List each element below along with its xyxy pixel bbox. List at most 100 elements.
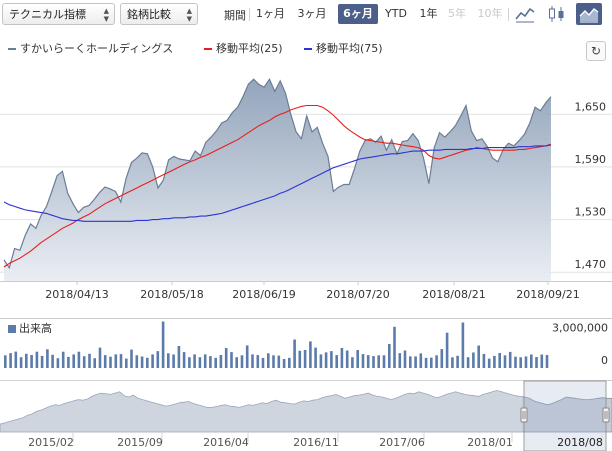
- navigator-x-tick-label: 2016/11: [293, 436, 339, 449]
- technical-indicator-label: テクニカル指標: [9, 8, 86, 21]
- volume-bar: [309, 341, 312, 368]
- period-3m-button[interactable]: 3ヶ月: [297, 7, 327, 20]
- volume-bar: [130, 349, 133, 368]
- volume-bar: [72, 354, 75, 368]
- technical-indicator-select[interactable]: テクニカル指標 ▲ ▼: [2, 3, 115, 25]
- area-chart-icon: [579, 8, 599, 23]
- toolbar-divider: [249, 8, 250, 21]
- volume-bar: [335, 355, 338, 368]
- navigator-x-tick-label: 2018/01: [467, 436, 513, 449]
- volume-bar: [88, 353, 91, 368]
- legend-ma25-swatch: [204, 48, 212, 50]
- volume-bar: [540, 354, 544, 368]
- volume-bar: [9, 353, 12, 368]
- volume-bar: [482, 353, 486, 368]
- volume-bar: [477, 345, 480, 368]
- line-chart-button[interactable]: [512, 3, 538, 25]
- refresh-button[interactable]: ↻: [586, 41, 606, 61]
- period-10y-button[interactable]: 10年: [477, 7, 503, 20]
- compare-label: 銘柄比較: [127, 8, 171, 21]
- volume-bar: [388, 344, 391, 368]
- volume-bar: [303, 350, 307, 368]
- volume-bar: [77, 351, 81, 368]
- navigator-selection: [523, 380, 607, 451]
- volume-bar: [456, 355, 459, 368]
- legend-price-label: すかいらーくホールディングス: [20, 42, 174, 55]
- volume-bar: [203, 354, 207, 368]
- y-tick-label: 1,650: [575, 100, 607, 113]
- volume-bar: [414, 356, 417, 368]
- volume-bar: [514, 356, 517, 368]
- volume-bar: [330, 351, 333, 368]
- candlestick-button[interactable]: [544, 3, 570, 25]
- volume-bar: [35, 351, 39, 368]
- volume-bar: [282, 359, 286, 368]
- volume-bar: [356, 350, 359, 368]
- volume-bar: [409, 356, 412, 368]
- volume-bar: [461, 322, 465, 368]
- volume-bar: [393, 326, 396, 368]
- navigator-x-tick-label: 2018/08: [557, 436, 603, 449]
- y-tick-label: 1,530: [575, 206, 607, 219]
- legend-ma75: 移動平均(75): [304, 40, 383, 56]
- period-1y-button[interactable]: 1年: [419, 7, 438, 20]
- volume-bar: [51, 354, 54, 368]
- x-tick-label: 2018/09/21: [516, 288, 579, 301]
- volume-bar: [109, 356, 112, 368]
- volume-bar: [267, 353, 270, 368]
- volume-bar: [288, 357, 291, 368]
- navigator-handle[interactable]: [520, 407, 528, 423]
- legend-ma25-label: 移動平均(25): [216, 42, 283, 55]
- volume-bar: [345, 350, 349, 368]
- volume-bar: [198, 357, 202, 368]
- volume-bar: [256, 355, 260, 368]
- y-tick-label: 1,470: [575, 258, 607, 271]
- volume-bar: [508, 351, 512, 368]
- volume-bar: [172, 354, 175, 368]
- volume-bar: [440, 349, 444, 368]
- volume-bar: [140, 356, 144, 368]
- candlestick-icon: [549, 6, 564, 22]
- volume-bar: [372, 356, 375, 368]
- volume-bar: [398, 353, 402, 368]
- compare-select[interactable]: 銘柄比較 ▲ ▼: [120, 3, 198, 25]
- volume-bar: [56, 358, 60, 368]
- period-5y-button[interactable]: 5年: [448, 7, 466, 20]
- volume-title: 出来高: [8, 320, 52, 336]
- volume-bar: [14, 351, 18, 368]
- volume-bar: [366, 355, 370, 368]
- volume-bar: [445, 332, 449, 368]
- select-arrows-icon: ▲ ▼: [186, 7, 192, 23]
- x-tick-label: 2018/05/18: [140, 288, 203, 301]
- volume-bar: [214, 357, 217, 368]
- volume-bar: [451, 357, 454, 368]
- period-6m-button[interactable]: 6ヶ月: [338, 4, 378, 24]
- legend-price: すかいらーくホールディングス: [8, 40, 173, 56]
- volume-bar: [230, 352, 233, 368]
- period-ytd-button[interactable]: YTD: [385, 7, 407, 20]
- navigator-chart[interactable]: 2015/02 2015/09 2016/04 2016/11 2017/06 2018/…: [0, 380, 612, 451]
- legend-price-swatch: [8, 48, 16, 50]
- volume-bar: [251, 354, 254, 368]
- volume-bar: [240, 355, 244, 368]
- legend-ma75-label: 移動平均(75): [316, 42, 383, 55]
- volume-bar: [403, 350, 407, 368]
- ma25-line: [3, 104, 552, 268]
- volume-bar: [503, 355, 507, 368]
- area-chart-button[interactable]: [576, 3, 602, 25]
- volume-bar: [430, 357, 433, 368]
- price-area: [4, 79, 551, 281]
- volume-title-icon: [8, 325, 16, 333]
- volume-bar: [272, 355, 275, 368]
- x-tick-label: 2018/06/19: [232, 288, 295, 301]
- volume-bar: [277, 355, 281, 368]
- period-1m-button[interactable]: 1ヶ月: [256, 7, 285, 20]
- volume-bar: [93, 358, 96, 368]
- volume-bar: [493, 355, 496, 368]
- legend-ma25: 移動平均(25): [204, 40, 283, 56]
- navigator-handle[interactable]: [602, 407, 610, 423]
- volume-bar: [435, 355, 438, 368]
- volume-bar: [161, 321, 165, 368]
- volume-bar: [535, 357, 538, 368]
- toolbar-divider: [508, 8, 509, 21]
